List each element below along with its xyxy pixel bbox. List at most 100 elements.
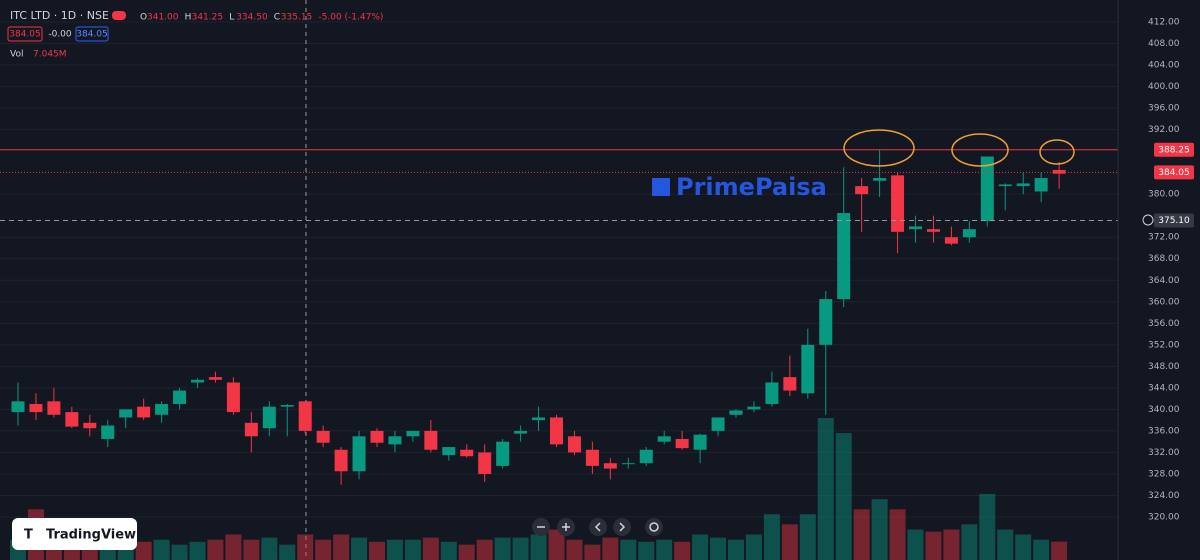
candle-body [442,447,456,456]
volume-bar [692,534,709,560]
volume-bar [279,544,296,560]
volume-bar [1033,539,1050,560]
candle-body [496,441,510,466]
candle-body [119,409,133,418]
y-tick-label: 336.00 [1148,426,1180,436]
y-tick-label: 348.00 [1148,362,1180,372]
scroll-left[interactable] [589,518,607,536]
candle-body [873,178,887,181]
candle-body [191,379,204,383]
volume-bar [1051,541,1068,560]
toggle[interactable] [112,11,126,20]
ohlc-value: -5.00 (-1.47%) [318,13,383,23]
y-tick-label: 372.00 [1148,233,1180,243]
candle-body [460,449,474,457]
volume-bar [189,541,206,560]
volume-bar [422,537,439,560]
volume-bar [171,544,188,560]
volume-bar [943,529,960,560]
price-tag-label: 388.25 [1158,145,1190,155]
ohlc-value: 341.25 [192,13,224,23]
volume-bar [620,539,637,560]
volume-bar [656,539,673,560]
y-tick-label: 412.00 [1148,18,1180,28]
volume-bar [315,539,332,560]
ohlc-key: H [185,13,192,23]
volume-bar [566,539,583,560]
candle-body [585,449,599,466]
candle-body [532,417,546,421]
watermark-icon [652,178,670,196]
candle-body [47,401,61,415]
candle-body [801,344,815,394]
candle-body [11,401,25,413]
volume-bar [584,544,601,560]
ask: 384.05 [76,30,108,40]
candle-body [944,237,958,244]
candle-body [639,449,653,464]
reset[interactable] [645,518,663,536]
candle-body [729,410,743,415]
candle-body [316,430,330,443]
candle-body [514,430,528,434]
logo-box[interactable] [12,518,137,550]
volume-bar [835,433,852,560]
candle-body [352,436,366,472]
candle-body [406,430,420,437]
candle-body [155,404,169,415]
candle-body [173,390,187,405]
volume-bar [386,539,403,560]
candle-body [280,405,294,407]
candle-body [388,436,402,445]
price-tag [1154,142,1194,157]
volume-value: 7.045M [33,50,67,60]
volume-bar [297,534,314,560]
annotations [843,129,1075,167]
ohlc-value: 335.15 [281,13,313,23]
volume-bar [207,539,224,560]
y-tick-label: 360.00 [1148,297,1180,307]
volume-bar [638,541,655,560]
volume-bar [799,514,816,560]
y-tick-label: 368.00 [1148,254,1180,264]
candle-body [765,382,779,405]
scroll-right[interactable] [613,518,631,536]
candle-body [65,412,79,427]
y-tick-label: 400.00 [1148,82,1180,92]
candle-body [926,229,940,232]
candle-body [819,299,833,345]
add-alert[interactable] [1142,214,1154,226]
candle-body [478,452,492,474]
candle-body [711,417,725,431]
candle-body [1034,178,1048,192]
volume-bar [728,539,744,560]
volume-bar [369,541,385,560]
y-tick-label: 340.00 [1148,405,1180,415]
bid-box[interactable] [7,26,43,42]
volume-bar [225,534,242,560]
volume-bar [530,534,547,560]
candle-body [226,382,240,413]
candle-body [783,377,797,391]
candle-body [657,436,671,442]
price-tag-label: 375.10 [1158,216,1190,226]
volume-bar [548,529,565,560]
candle-body [550,417,563,445]
volume-bar [817,418,834,560]
candle-body [101,425,115,439]
volume-bar [243,539,260,560]
ask-box[interactable] [75,26,109,42]
watermark: PrimePaisa [676,173,827,201]
y-tick-label: 364.00 [1148,276,1180,286]
ohlc-key: C [274,13,280,23]
candle-body [962,229,976,238]
volume-bar [763,514,780,560]
y-tick-label: 356.00 [1148,319,1180,329]
candle-body [855,186,869,195]
volume-bar [961,524,978,560]
volume-bar [979,493,996,560]
volume-bar [458,544,475,560]
candle-body [83,422,97,429]
symbol: ITC LTD · 1D · NSE [10,9,109,22]
